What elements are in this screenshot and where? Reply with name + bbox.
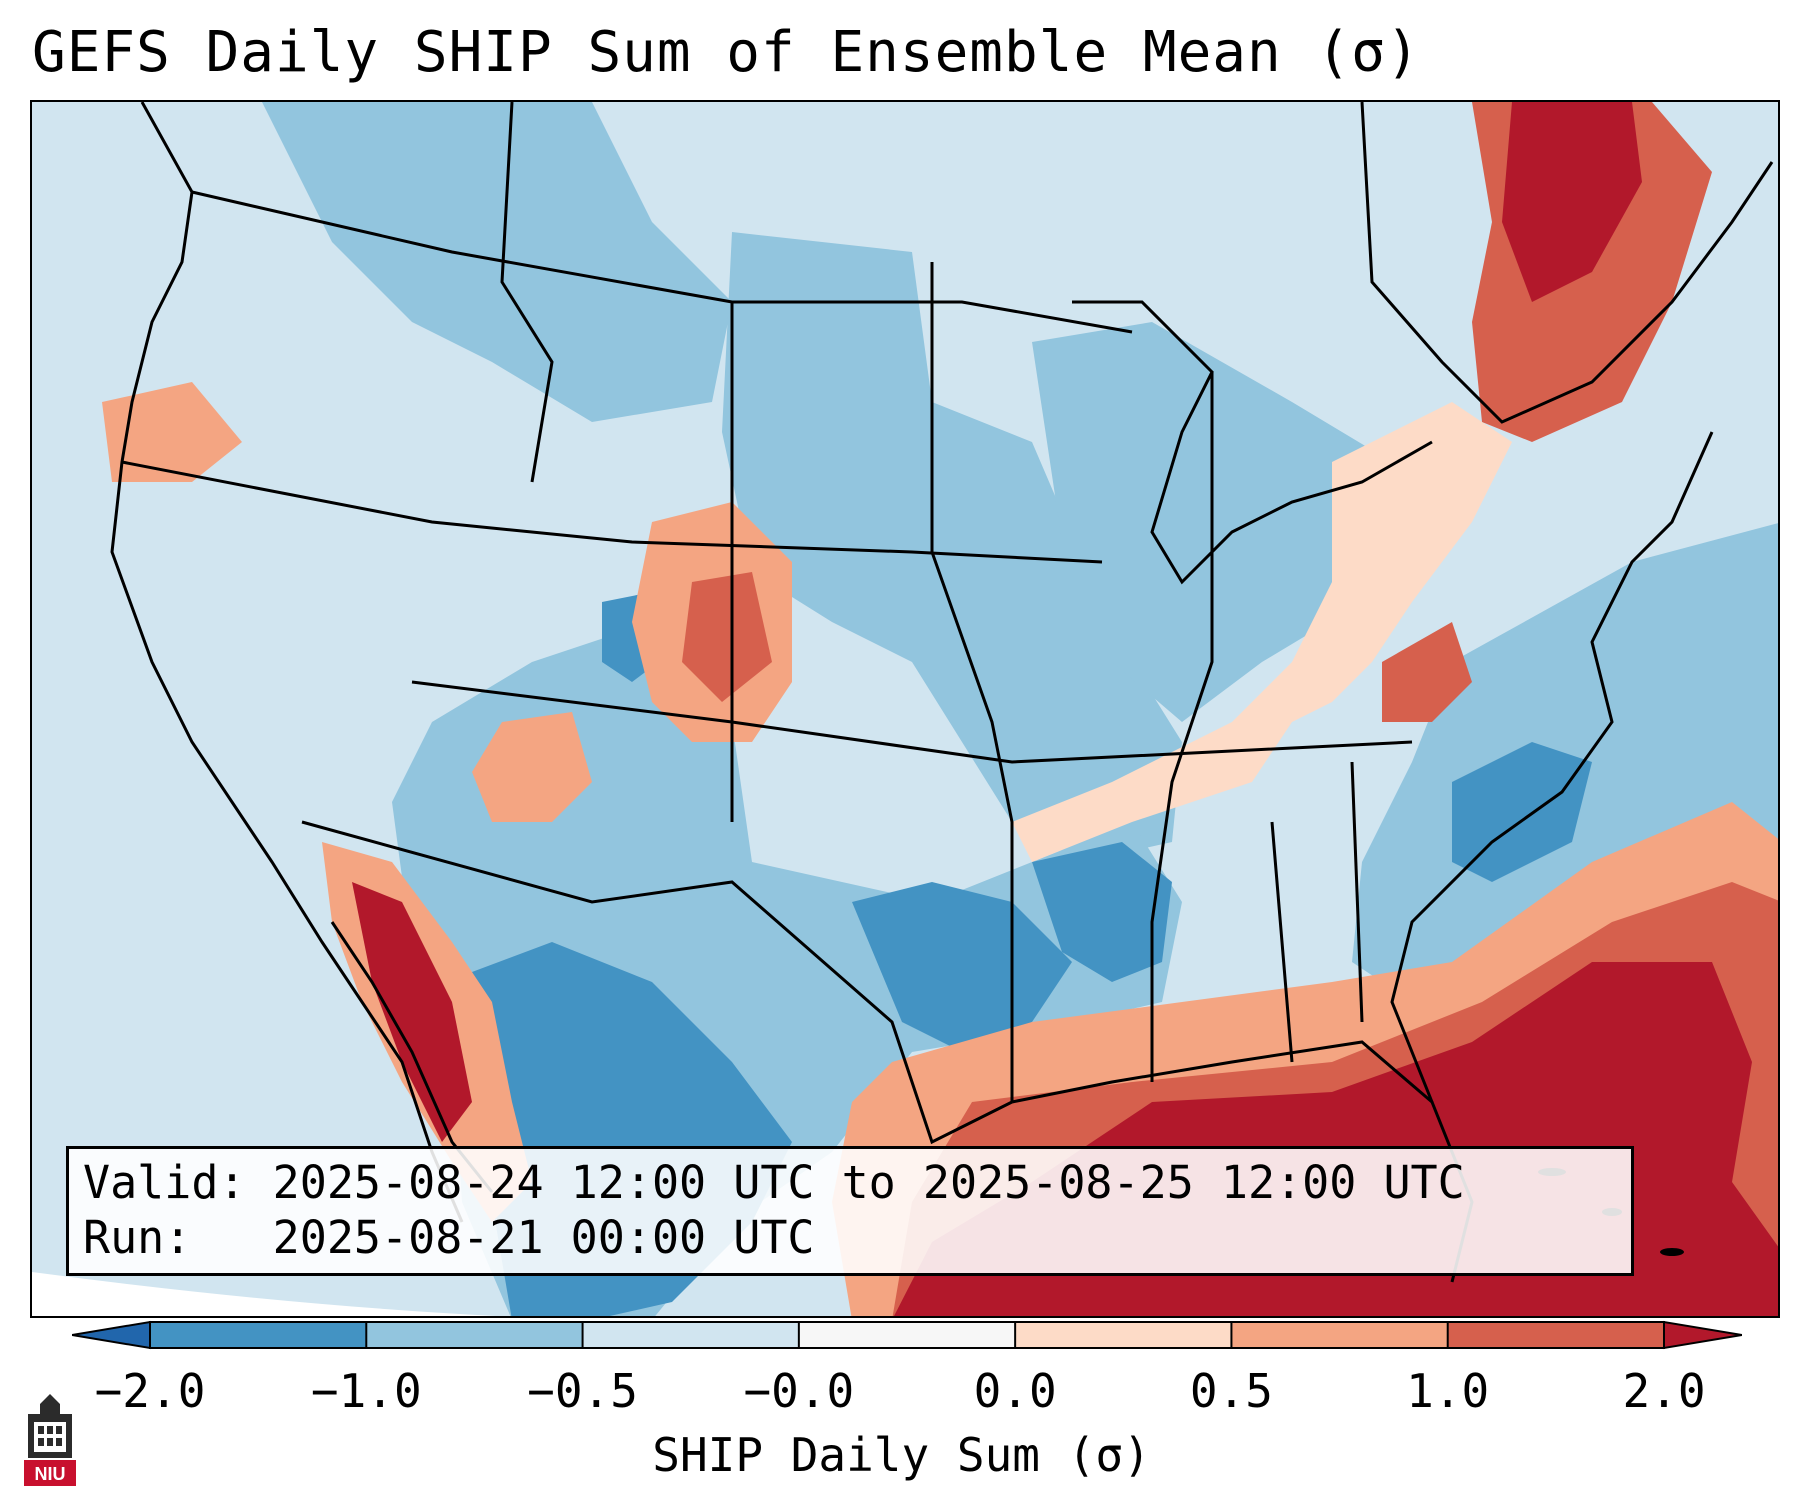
37n-border — [411, 680, 1413, 764]
colorbar-segment — [582, 1322, 800, 1348]
colorbar-segment — [1231, 1322, 1449, 1348]
field-texas-low — [852, 882, 1072, 1052]
run-line: Run: 2025-08-21 00:00 UTC — [83, 1210, 1631, 1265]
colorbar-extend-low — [72, 1320, 151, 1350]
west-coast-line — [110, 102, 464, 1223]
colorbar-tick-label: −2.0 — [94, 1364, 206, 1418]
colorbar-tick-label: 2.0 — [1622, 1364, 1706, 1418]
field-appalachian-band — [1012, 402, 1512, 862]
valid-value: 2025-08-24 12:00 UTC to 2025-08-25 12:00… — [272, 1156, 1465, 1209]
run-label: Run: — [83, 1211, 192, 1264]
logo-text: NIU — [35, 1464, 66, 1484]
colorbar-segment — [798, 1322, 1016, 1348]
chart-title: GEFS Daily SHIP Sum of Ensemble Mean (σ) — [32, 20, 1421, 85]
valid-label: Valid: — [83, 1156, 246, 1209]
border-42n — [121, 460, 1103, 564]
valid-time-box: Valid: 2025-08-24 12:00 UTC to 2025-08-2… — [66, 1146, 1634, 1276]
field-virginia-high — [1382, 622, 1472, 722]
mississippi-line — [1150, 372, 1214, 1082]
map-panel — [30, 100, 1780, 1318]
valid-line: Valid: 2025-08-24 12:00 UTC to 2025-08-2… — [83, 1155, 1631, 1210]
east-coast — [1390, 431, 1714, 1103]
field-northern-rockies — [262, 102, 732, 422]
field-colorado-core — [682, 572, 772, 702]
colorbar-tick-label: −0.5 — [527, 1364, 638, 1418]
field-oregon-high — [102, 382, 242, 482]
field-central-plains — [722, 232, 1182, 862]
colorbar-tick-label: −0.0 — [743, 1364, 855, 1418]
anomaly-map — [32, 102, 1778, 1316]
colorbar-tick-label: −1.0 — [310, 1364, 422, 1418]
field-utah-high — [472, 712, 592, 822]
field-gulf-of-california-core — [352, 882, 472, 1142]
great-lakes-outline — [1072, 300, 1433, 585]
alabama-georgia-border — [1270, 821, 1294, 1063]
projection-edge-west — [32, 1272, 496, 1316]
colorbar-tick-label: 0.5 — [1189, 1364, 1273, 1418]
georgia-east-border — [1350, 761, 1364, 1023]
colorbar-extend-high — [1663, 1320, 1742, 1350]
colorbar-tick-label: 1.0 — [1406, 1364, 1490, 1418]
colorbar-label: SHIP Daily Sum (σ) — [652, 1428, 1151, 1482]
run-value: 2025-08-21 00:00 UTC — [272, 1211, 815, 1264]
niu-tower-logo-icon: NIU — [24, 1394, 76, 1486]
field-quebec-core — [1502, 102, 1642, 302]
northeast-canada-coast — [1360, 102, 1774, 424]
colorbar-tick-label: 0.0 — [973, 1364, 1057, 1418]
field-arkansas-low — [1032, 842, 1172, 982]
colorbar-segment — [366, 1322, 584, 1348]
mexico-border — [301, 820, 1013, 1145]
colorbar-segment — [150, 1322, 367, 1348]
plains-midwest-border — [930, 262, 1014, 1102]
colorbar — [72, 1320, 1742, 1350]
colorbar-segment — [1447, 1322, 1665, 1348]
idaho-montana-border — [500, 102, 554, 483]
colorbar-segment — [1015, 1322, 1232, 1348]
